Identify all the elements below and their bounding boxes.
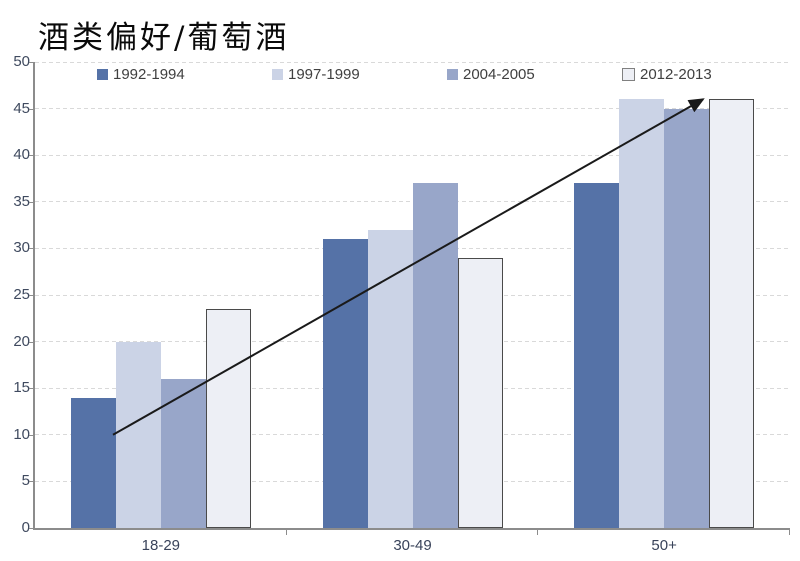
bar-1992-1994-30-49 (322, 239, 368, 528)
legend-label: 2012-2013 (640, 66, 712, 83)
legend-label: 1992-1994 (113, 66, 185, 83)
y-axis-tick-mark (29, 434, 35, 436)
y-axis-tick-mark (29, 295, 35, 296)
legend-swatch-icon (97, 69, 108, 80)
x-axis-category-label-30-49: 30-49 (393, 537, 432, 554)
y-axis-tick-mark (29, 248, 35, 250)
y-axis-tick-mark (29, 155, 35, 157)
bar-2004-2005-30-49 (412, 183, 458, 528)
y-axis-tick-label: 40 (13, 146, 30, 164)
x-axis-line (33, 528, 790, 530)
x-axis-category-label-50: 50+ (651, 537, 677, 554)
y-axis-tick-label: 20 (13, 332, 30, 350)
bar-1992-1994-50 (574, 183, 620, 528)
legend-item-1997-1999: 1997-1999 (272, 66, 360, 83)
y-axis-tick-mark (29, 341, 35, 343)
bar-2012-2013-30-49 (457, 257, 503, 528)
bar-2012-2013-50 (709, 99, 755, 528)
bar-1997-1999-18-29 (115, 341, 161, 528)
y-axis-tick-mark (29, 388, 35, 390)
bar-1997-1999-30-49 (367, 229, 413, 528)
gridline (35, 61, 790, 63)
x-axis-tick-mark (789, 530, 790, 535)
chart-title: 酒类偏好/葡萄酒 (38, 20, 290, 56)
legend-swatch-icon (622, 68, 635, 81)
legend-item-2004-2005: 2004-2005 (447, 66, 535, 83)
y-axis-tick-label: 15 (13, 379, 30, 397)
y-axis-tick-label: 35 (13, 192, 30, 210)
y-axis-tick-label: 10 (13, 425, 30, 443)
x-axis-tick-mark (285, 530, 287, 535)
y-axis-tick-label: 25 (13, 286, 30, 303)
bar-1997-1999-50 (619, 99, 665, 528)
y-axis-tick-mark (29, 108, 35, 110)
legend-item-2012-2013: 2012-2013 (622, 66, 712, 83)
y-axis-tick-label: 45 (13, 99, 30, 117)
y-axis-tick-mark (29, 481, 35, 483)
legend-label: 1997-1999 (288, 66, 360, 83)
y-axis-tick-label: 0 (21, 519, 30, 536)
y-axis-tick-label: 30 (13, 239, 30, 257)
x-axis-category-label-18-29: 18-29 (141, 537, 181, 554)
legend-item-1992-1994: 1992-1994 (97, 66, 185, 83)
bar-1992-1994-18-29 (70, 397, 116, 528)
x-axis-tick-mark (537, 530, 539, 535)
y-axis-tick-label: 50 (13, 53, 30, 70)
bar-2004-2005-18-29 (160, 378, 206, 528)
y-axis-tick-mark (29, 62, 35, 63)
legend-label: 2004-2005 (463, 66, 535, 83)
y-axis-tick-mark (29, 201, 35, 203)
bar-2012-2013-18-29 (205, 308, 251, 528)
legend-swatch-icon (272, 69, 283, 80)
y-axis-tick-label: 5 (21, 472, 30, 490)
legend-swatch-icon (447, 69, 458, 80)
y-axis-line (33, 62, 35, 530)
y-axis-tick-mark (29, 528, 35, 529)
bar-2004-2005-50 (664, 108, 710, 528)
